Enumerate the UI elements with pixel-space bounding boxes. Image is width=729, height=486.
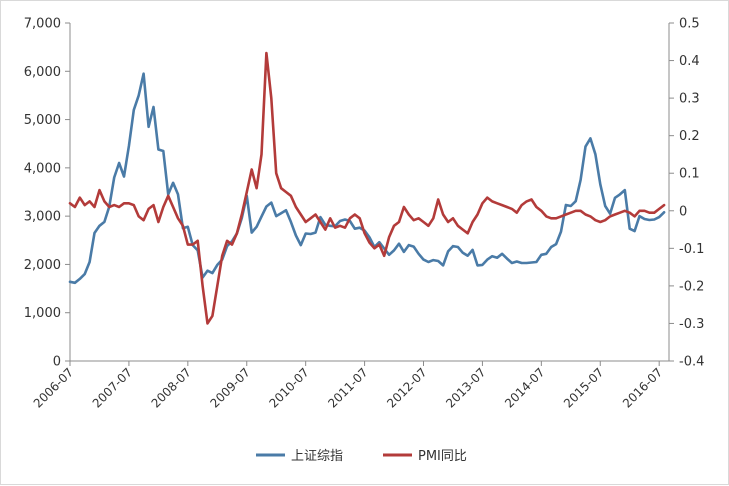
x-tick-label: 2014-07	[502, 365, 547, 410]
right-tick-label: 0.3	[679, 92, 700, 107]
legend-label-2: PMI同比	[418, 449, 467, 464]
legend-label-1: 上证综指	[291, 449, 343, 464]
left-tick-label: 3,000	[24, 210, 61, 225]
right-axis-ticks: -0.4 -0.3 -0.2 -0.1 0 0.1 0.2 0.3 0.4 0.5	[669, 17, 704, 370]
right-tick-label: -0.1	[679, 242, 704, 257]
x-tick-label: 2010-07	[266, 365, 311, 410]
x-tick-label: 2008-07	[149, 365, 194, 410]
x-tick-label: 2015-07	[561, 365, 606, 410]
right-tick-label: -0.4	[679, 355, 704, 370]
x-tick-label: 2012-07	[384, 365, 429, 410]
series-line-1	[68, 72, 666, 285]
right-tick-label: -0.3	[679, 317, 704, 332]
x-tick-label: 2013-07	[443, 365, 488, 410]
left-tick-label: 0	[53, 355, 61, 370]
right-tick-label: 0.4	[679, 54, 700, 69]
left-tick-label: 5,000	[24, 113, 61, 128]
left-tick-label: 7,000	[24, 17, 61, 32]
left-tick-label: 6,000	[24, 65, 61, 80]
legend: 上证综指 PMI同比	[256, 449, 467, 464]
right-tick-label: -0.2	[679, 279, 704, 294]
series-line-2	[68, 51, 666, 325]
left-tick-label: 2,000	[24, 258, 61, 273]
left-axis-ticks: 0 1,000 2,000 3,000 4,000 5,000 6,000 7,000	[24, 17, 70, 370]
right-tick-label: 0	[679, 204, 687, 219]
right-tick-label: 0.5	[679, 17, 700, 32]
x-tick-label: 2006-07	[31, 365, 76, 410]
x-tick-label: 2009-07	[208, 365, 253, 410]
series-layer	[68, 51, 666, 325]
x-axis-ticks: 2006-07 2007-07 2008-07 2009-07 2010-07 2011-…	[31, 361, 665, 411]
right-tick-label: 0.1	[679, 167, 700, 182]
right-tick-label: 0.2	[679, 129, 700, 144]
x-tick-label: 2011-07	[325, 365, 370, 410]
left-tick-label: 4,000	[24, 161, 61, 176]
x-tick-label: 2016-07	[620, 365, 665, 410]
x-tick-label: 2007-07	[90, 365, 135, 410]
left-tick-label: 1,000	[24, 306, 61, 321]
